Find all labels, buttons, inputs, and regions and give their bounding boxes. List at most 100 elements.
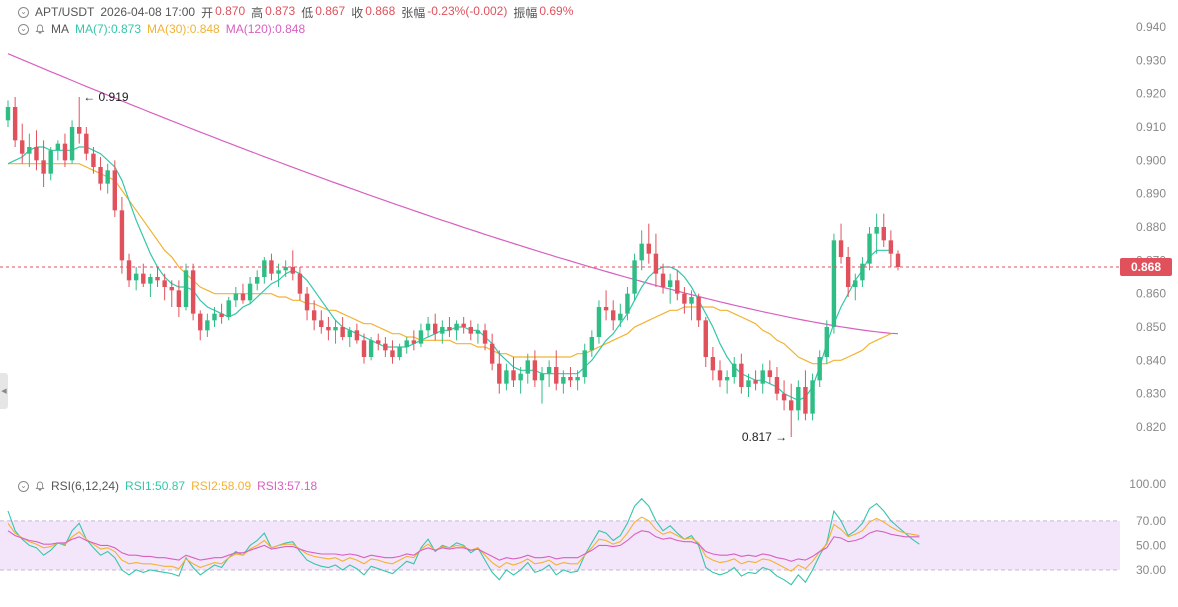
candle bbox=[404, 337, 409, 354]
candle bbox=[518, 367, 523, 394]
candle bbox=[675, 270, 680, 301]
candle-body bbox=[753, 380, 758, 384]
candle bbox=[190, 263, 196, 321]
candle bbox=[682, 287, 687, 314]
price-tick-label: 0.930 bbox=[1136, 53, 1166, 67]
collapse-chevron-icon[interactable]: ⌄ bbox=[18, 480, 29, 492]
candle-body bbox=[283, 267, 288, 271]
candle bbox=[447, 317, 452, 337]
candle bbox=[717, 360, 723, 387]
candle-body bbox=[796, 387, 801, 411]
candle bbox=[254, 270, 260, 291]
candle-body bbox=[653, 253, 659, 274]
candle bbox=[753, 370, 758, 391]
candle-body bbox=[440, 327, 445, 334]
candle-body bbox=[639, 243, 644, 261]
candle-body bbox=[34, 147, 39, 161]
candle-body bbox=[781, 393, 787, 401]
candle-body bbox=[55, 143, 61, 151]
price-tick-label: 0.880 bbox=[1136, 220, 1166, 234]
candle-body bbox=[354, 330, 360, 341]
candle bbox=[205, 313, 210, 337]
candle bbox=[803, 370, 808, 421]
candle bbox=[41, 140, 46, 187]
candle-body bbox=[240, 293, 246, 301]
candle-body bbox=[867, 233, 872, 264]
candle bbox=[76, 97, 82, 144]
candle bbox=[262, 257, 267, 284]
candle bbox=[233, 287, 239, 307]
candle-body bbox=[489, 343, 495, 364]
candle bbox=[689, 290, 694, 321]
candle bbox=[55, 140, 61, 161]
price-tick-label: 0.830 bbox=[1136, 387, 1166, 401]
candle-body bbox=[788, 400, 794, 411]
last-price-tag bbox=[1120, 258, 1172, 276]
candle bbox=[376, 333, 381, 351]
candle-body bbox=[554, 367, 559, 384]
candle bbox=[554, 350, 559, 391]
candle bbox=[98, 157, 103, 191]
candle bbox=[817, 350, 822, 387]
candle-body bbox=[418, 330, 424, 344]
candle bbox=[347, 327, 352, 347]
candle bbox=[105, 163, 110, 194]
candle bbox=[20, 123, 25, 164]
candle-body bbox=[546, 367, 552, 374]
candle bbox=[845, 247, 851, 297]
annotations-layer: ← 0.919 0.817 → bbox=[83, 90, 787, 444]
rsi1-legend-value: RSI1:50.87 bbox=[125, 479, 186, 493]
candle-body bbox=[76, 127, 82, 134]
candle bbox=[489, 333, 495, 371]
candle bbox=[133, 267, 139, 291]
ma7-legend-value: MA(7):0.873 bbox=[75, 22, 142, 36]
candle bbox=[119, 197, 125, 274]
candle-body bbox=[404, 340, 409, 347]
bell-icon[interactable] bbox=[35, 481, 45, 491]
candle bbox=[546, 360, 552, 387]
candle bbox=[247, 277, 253, 304]
price-tick-label: 0.850 bbox=[1136, 320, 1166, 334]
candle bbox=[838, 223, 844, 264]
close-stat: 收 0.868 bbox=[351, 3, 396, 20]
candle bbox=[397, 343, 402, 361]
ma30-line-layer bbox=[8, 163, 892, 365]
rsi-lines-layer bbox=[7, 497, 920, 586]
candle-body bbox=[610, 310, 616, 321]
candle bbox=[568, 367, 573, 387]
candle-body bbox=[411, 340, 417, 344]
candle bbox=[511, 357, 516, 387]
price-tick-label: 0.910 bbox=[1136, 120, 1166, 134]
candle bbox=[91, 147, 96, 174]
symbol-label: APT/USDT bbox=[35, 5, 95, 19]
rsi-tick-label: 70.00 bbox=[1136, 514, 1166, 528]
collapse-chevron-icon[interactable]: ⌄ bbox=[18, 6, 29, 18]
candle bbox=[240, 283, 246, 304]
candle bbox=[148, 273, 153, 297]
candle bbox=[226, 297, 231, 321]
candle bbox=[888, 230, 894, 267]
candle-body bbox=[497, 363, 502, 384]
candle-body bbox=[504, 370, 509, 384]
rsi3-line bbox=[7, 530, 920, 562]
candle-body bbox=[468, 327, 474, 334]
candle bbox=[5, 100, 11, 127]
collapse-chevron-icon[interactable]: ⌄ bbox=[18, 23, 29, 35]
candle-body bbox=[561, 377, 566, 384]
candle-body bbox=[112, 170, 118, 211]
candle bbox=[796, 380, 801, 421]
candle bbox=[610, 300, 616, 331]
candle bbox=[162, 273, 167, 301]
candle-body bbox=[162, 280, 167, 287]
candle-body bbox=[582, 350, 587, 377]
candle bbox=[141, 263, 146, 287]
candle-body bbox=[333, 327, 338, 331]
candle-body bbox=[760, 370, 765, 384]
candle bbox=[788, 383, 794, 437]
ma7-line bbox=[7, 146, 891, 401]
bell-icon[interactable] bbox=[35, 24, 45, 34]
candle bbox=[532, 350, 538, 387]
rsi-band bbox=[0, 520, 1120, 570]
collapse-panel-handle[interactable]: ◀ bbox=[0, 373, 8, 409]
